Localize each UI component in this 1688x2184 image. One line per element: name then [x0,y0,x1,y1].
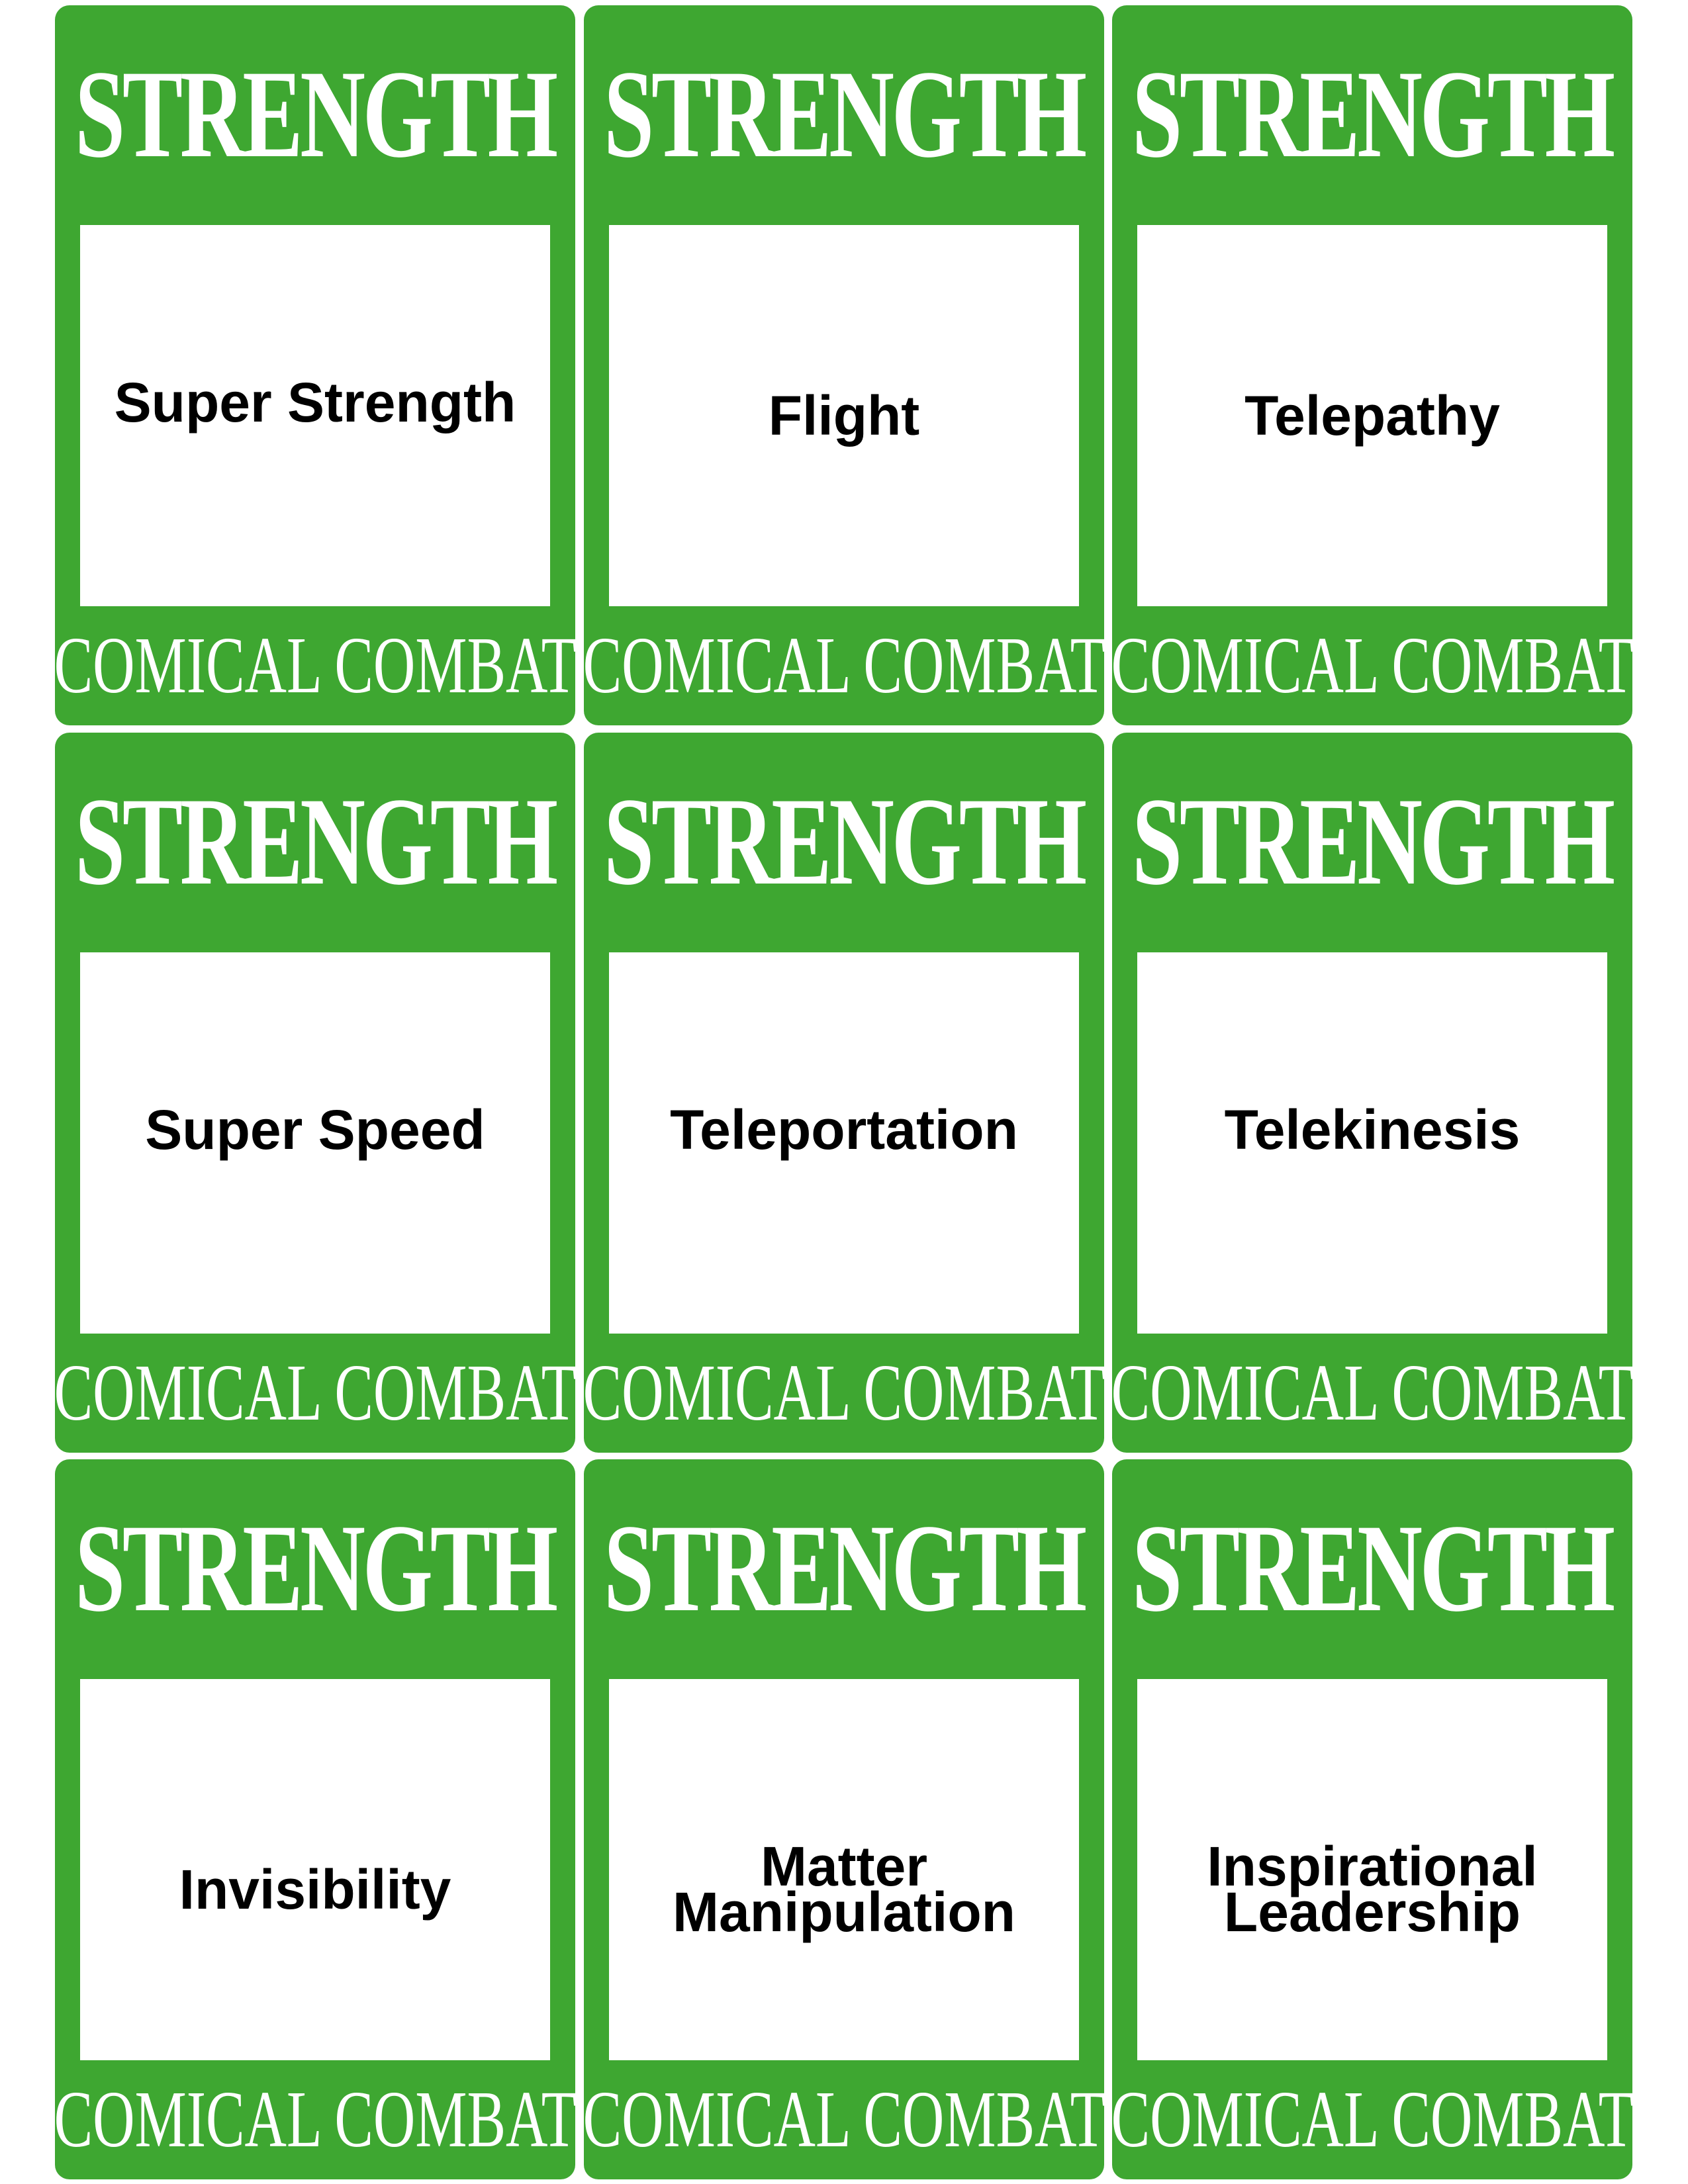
power-name: Inspirational Leadership [1207,1835,1538,1943]
card-footer: COMICAL COMBAT [55,621,575,710]
card-category: STRENGTH [75,772,558,911]
power-name: Flight [768,384,920,447]
power-name: Super Strength [114,371,516,433]
card-footer: COMICAL COMBAT [584,1348,1104,1437]
card-footer: COMICAL COMBAT [1112,621,1632,710]
power-card: STRENGTH Invisibility COMICAL COMBAT [55,1459,575,2179]
card-category: STRENGTH [604,1499,1087,1638]
card-footer: COMICAL COMBAT [55,2075,575,2164]
card-category: STRENGTH [1132,45,1615,184]
power-name: Invisibility [179,1858,451,1921]
card-category: STRENGTH [75,45,558,184]
card-body: Teleportation [609,952,1079,1334]
power-card: STRENGTH Super Speed COMICAL COMBAT [55,733,575,1453]
power-card: STRENGTH Matter Manipulation COMICAL COM… [584,1459,1104,2179]
card-footer: COMICAL COMBAT [584,2075,1104,2164]
card-body: Invisibility [80,1679,550,2060]
power-name: Telepathy [1244,384,1500,447]
card-category: STRENGTH [75,1499,558,1638]
card-category: STRENGTH [604,772,1087,911]
card-body: Inspirational Leadership [1137,1679,1607,2060]
power-card: STRENGTH Flight COMICAL COMBAT [584,5,1104,725]
card-body: Flight [609,225,1079,606]
power-card: STRENGTH Telekinesis COMICAL COMBAT [1112,733,1632,1453]
card-footer: COMICAL COMBAT [584,621,1104,710]
card-footer: COMICAL COMBAT [55,1348,575,1437]
power-card: STRENGTH Telepathy COMICAL COMBAT [1112,5,1632,725]
power-name: Telekinesis [1224,1098,1521,1161]
card-category: STRENGTH [604,45,1087,184]
power-name: Teleportation [670,1098,1018,1161]
card-body: Super Strength [80,225,550,606]
card-body: Telepathy [1137,225,1607,606]
card-body: Matter Manipulation [609,1679,1079,2060]
power-card: STRENGTH Inspirational Leadership COMICA… [1112,1459,1632,2179]
card-footer: COMICAL COMBAT [1112,2075,1632,2164]
power-name: Matter Manipulation [673,1835,1015,1943]
power-name: Super Speed [145,1098,485,1161]
power-card: STRENGTH Teleportation COMICAL COMBAT [584,733,1104,1453]
card-category: STRENGTH [1132,1499,1615,1638]
card-category: STRENGTH [1132,772,1615,911]
card-body: Super Speed [80,952,550,1334]
power-card: STRENGTH Super Strength COMICAL COMBAT [55,5,575,725]
card-footer: COMICAL COMBAT [1112,1348,1632,1437]
card-body: Telekinesis [1137,952,1607,1334]
